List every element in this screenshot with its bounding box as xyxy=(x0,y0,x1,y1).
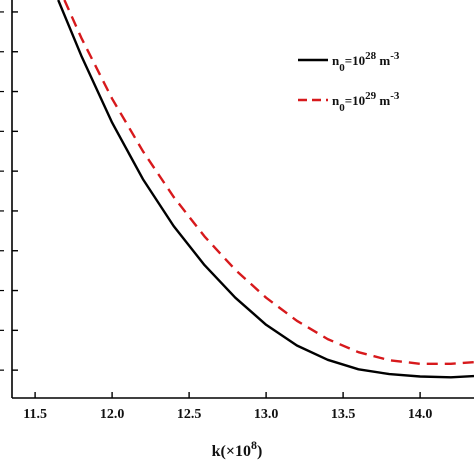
legend-label-1-base: n xyxy=(332,53,340,68)
x-tick-label-2: 12.0 xyxy=(100,407,125,422)
series-layer xyxy=(57,0,474,379)
x-tick-label-1: 11.5 xyxy=(23,407,47,422)
x-axis-label-close: ) xyxy=(257,443,262,460)
x-tick-label-5: 13.5 xyxy=(331,407,356,422)
x-axis-label-main: k(×10 xyxy=(212,443,251,460)
legend-label-2-eq: =10 xyxy=(345,93,365,108)
axes: 11.5 12.0 12.5 13.0 13.5 14.0 xyxy=(0,0,474,422)
x-axis-label-exponent: 8 xyxy=(251,438,257,452)
legend-label-1: n0=1028 m-3 xyxy=(332,50,400,74)
legend-label-1-sub: 0 xyxy=(339,62,345,74)
x-axis-label: k(×108) xyxy=(212,438,263,460)
legend-label-2-base: n xyxy=(332,93,340,108)
legend-label-2-unit: m xyxy=(376,93,390,108)
legend-label-2-exp: 29 xyxy=(365,90,377,102)
series-line-1 xyxy=(57,0,474,379)
x-tick-label-3: 12.5 xyxy=(177,407,202,422)
legend-label-2-unit-exp: -3 xyxy=(390,90,400,102)
series-line-2 xyxy=(63,0,474,365)
legend: n0=1028 m-3n0=1029 m-3 xyxy=(298,50,400,114)
legend-label-1-unit: m xyxy=(376,53,390,68)
x-tick-label-6: 14.0 xyxy=(408,407,433,422)
x-tick-label-4: 13.0 xyxy=(254,407,279,422)
legend-label-2: n0=1029 m-3 xyxy=(332,90,400,114)
legend-label-2-sub: 0 xyxy=(339,102,345,114)
legend-label-1-exp: 28 xyxy=(365,50,377,62)
legend-label-1-eq: =10 xyxy=(345,53,365,68)
legend-label-1-unit-exp: -3 xyxy=(390,50,400,62)
